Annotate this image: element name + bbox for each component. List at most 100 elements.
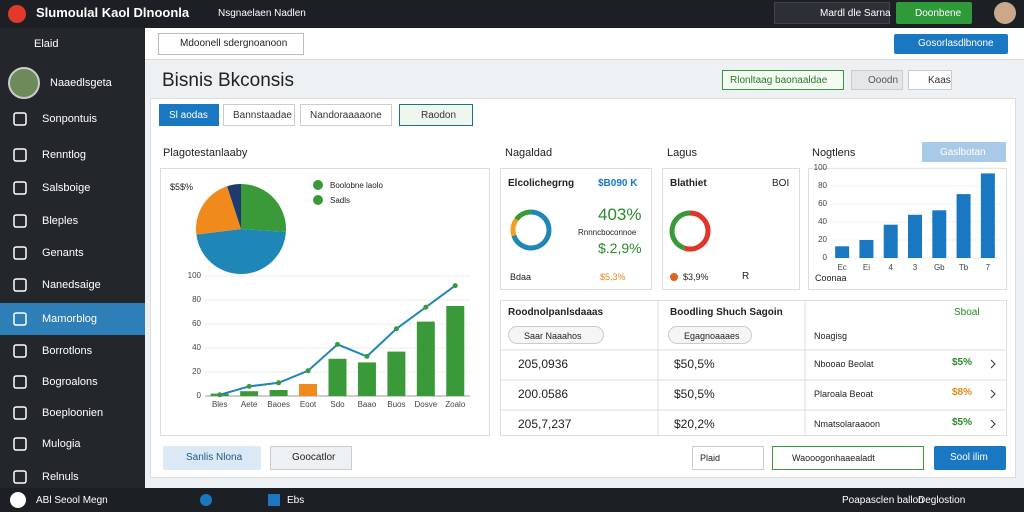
page-action-text[interactable]: Rlonltaag baonaaldae (730, 75, 828, 86)
page-action-text[interactable]: Kaas (928, 75, 951, 86)
section-button[interactable] (922, 142, 1006, 162)
page-title: Bisnis Bkconsis (162, 70, 294, 91)
user-avatar (8, 67, 40, 99)
card-foot: Bdaa (510, 272, 532, 282)
card-title: Blathiet (670, 178, 707, 189)
selector-text[interactable]: Mardl dle Sarna (820, 8, 891, 19)
tab-label[interactable]: Sl aodas (169, 110, 208, 121)
cell: $50,5% (674, 387, 715, 401)
tab[interactable] (399, 104, 473, 126)
taskbar (0, 488, 1024, 512)
filter[interactable] (668, 326, 752, 344)
table-title: Roodnolpanlsdaaas (508, 307, 604, 318)
start-label[interactable]: ABl Seool Megn (36, 495, 108, 506)
sidebar-item[interactable]: Renntlog (42, 149, 87, 161)
card-value: $B090 K (598, 178, 638, 189)
table-action[interactable]: Sboal (954, 307, 980, 318)
cell: $8% (952, 387, 973, 398)
dropdown-text[interactable]: Waooogonhaaealadt (792, 453, 875, 463)
kpi-pct: $.2,9% (598, 240, 642, 256)
sidebar-item[interactable]: Relnuls (42, 471, 79, 483)
sidebar-item[interactable]: Genants (42, 247, 84, 259)
section-title: Nagaldad (505, 147, 553, 159)
cell: 205,7,237 (518, 417, 572, 431)
tab-label[interactable]: Raodon (421, 110, 457, 121)
logo (8, 5, 26, 23)
footer-button[interactable] (934, 446, 1006, 470)
user-name: Naaedlsgeta (50, 77, 112, 89)
cell: 200.0586 (518, 387, 569, 401)
avatar[interactable] (994, 2, 1016, 24)
cell: $5% (952, 357, 973, 368)
card-foot-value: $3,9% (683, 272, 709, 282)
search-box[interactable] (158, 33, 304, 55)
tab[interactable] (300, 104, 392, 126)
cell: Nbooao Beolat (814, 359, 874, 369)
table-card (500, 300, 1007, 436)
selector[interactable] (774, 2, 890, 24)
section-title: Lagus (667, 147, 697, 159)
cell: $5% (952, 417, 973, 428)
kpi-sub: Rnnncboconnoe (578, 228, 637, 237)
kpi-big: 403% (598, 205, 642, 224)
kpi-card (662, 168, 800, 290)
chip-text[interactable]: Sanlis Nlona (186, 452, 243, 463)
page-action[interactable] (908, 70, 952, 90)
input-text[interactable]: Plaid (700, 453, 721, 463)
toolbar-button-text[interactable]: Gosorlasdlbnone (918, 38, 994, 49)
section-button-text[interactable]: Gaslbotan (940, 147, 986, 158)
select[interactable] (270, 446, 352, 470)
sidebar-item[interactable]: Borrotlons (42, 345, 93, 357)
tab-label[interactable]: Nandoraaaaone (310, 110, 382, 121)
dropdown[interactable] (772, 446, 924, 470)
search-text[interactable]: Mdoonell sdergnoanoon (180, 38, 288, 49)
action-button[interactable] (896, 2, 972, 24)
cell: Plaroala Beoat (814, 389, 874, 399)
input[interactable] (692, 446, 764, 470)
menu[interactable]: Nsgnaelaen Nadlen (218, 8, 306, 19)
table-title: Boodling Shuch Sagoin (670, 307, 783, 318)
column-header: Noagisg (814, 331, 848, 341)
legend-entry: Sadls (330, 196, 351, 205)
tab-label[interactable]: Bannstaadae (233, 110, 292, 121)
sidebar-item[interactable]: Nanedsaige (42, 279, 101, 291)
cell: $50,5% (674, 357, 715, 371)
page-action[interactable] (851, 70, 903, 90)
bar-card (808, 168, 1007, 290)
cell: 205,0936 (518, 357, 569, 371)
page-action-text[interactable]: Ooodn (868, 75, 899, 86)
sidebar-item[interactable]: Mulogia (42, 438, 81, 450)
filter-text[interactable]: Egagnoaaaes (684, 331, 740, 341)
tab[interactable] (223, 104, 295, 126)
cell: Nmatsolaraaoon (814, 419, 881, 429)
section-title: Nogtlens (812, 147, 856, 159)
action-text[interactable]: Doonbene (915, 8, 962, 19)
sidebar-item[interactable]: Boeploonien (42, 407, 104, 419)
chip[interactable] (163, 446, 261, 470)
chart-label: Coonaa (815, 273, 847, 283)
sidebar-item[interactable]: Salsboige (42, 182, 91, 194)
card-foot-value: $5,3% (600, 272, 626, 282)
pie-label: $5$% (170, 182, 194, 192)
status-text: Poapasclen ballon (842, 495, 924, 506)
card-value: BOI (772, 178, 790, 189)
legend-entry: Boolobne laolo (330, 181, 383, 190)
app-label[interactable]: Ebs (287, 495, 305, 506)
app-title: Slumoulal Kaol Dlnoonla (36, 5, 190, 20)
tab[interactable] (159, 104, 219, 126)
sidebar-header: Elaid (34, 38, 59, 50)
sidebar-item[interactable]: Mamorblog (42, 313, 98, 325)
select-text[interactable]: Goocatlor (292, 452, 336, 463)
status-text: Deglostion (918, 495, 966, 506)
footer-button-text[interactable]: Sool ilim (950, 452, 988, 463)
chart-card (160, 168, 490, 436)
filter-text[interactable]: Saar Naaahos (524, 331, 582, 341)
page-action[interactable] (722, 70, 844, 90)
sidebar-item[interactable]: Bogroalons (42, 376, 98, 388)
card-foot: R (742, 271, 750, 282)
sidebar-item[interactable]: Sonpontuis (42, 113, 98, 125)
toolbar-button[interactable] (894, 34, 1008, 54)
sidebar-item[interactable]: Bleples (42, 215, 79, 227)
filter[interactable] (508, 326, 604, 344)
